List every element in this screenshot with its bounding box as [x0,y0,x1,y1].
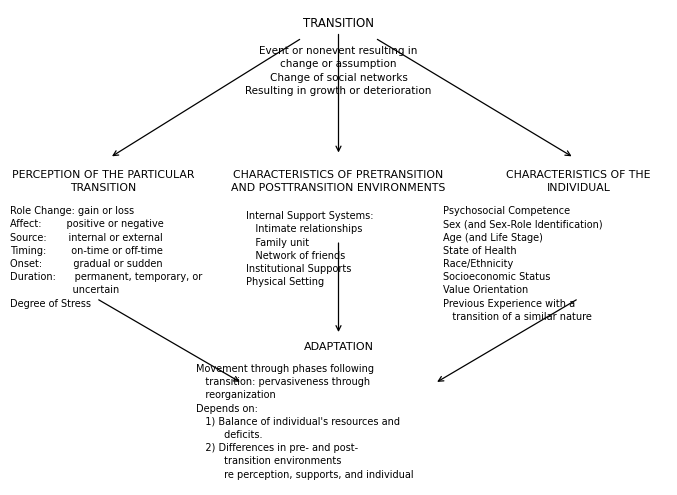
Text: Movement through phases following
   transition: pervasiveness through
   reorga: Movement through phases following transi… [196,364,414,480]
Text: PERCEPTION OF THE PARTICULAR
TRANSITION: PERCEPTION OF THE PARTICULAR TRANSITION [12,170,194,193]
Text: CHARACTERISTICS OF PRETRANSITION
AND POSTTRANSITION ENVIRONMENTS: CHARACTERISTICS OF PRETRANSITION AND POS… [232,170,445,193]
Text: ADAPTATION: ADAPTATION [303,342,374,352]
Text: Psychosocial Competence
Sex (and Sex-Role Identification)
Age (and Life Stage)
S: Psychosocial Competence Sex (and Sex-Rol… [443,206,603,322]
Text: CHARACTERISTICS OF THE
INDIVIDUAL: CHARACTERISTICS OF THE INDIVIDUAL [506,170,651,193]
Text: Internal Support Systems:
   Intimate relationships
   Family unit
   Network of: Internal Support Systems: Intimate relat… [246,211,373,287]
Text: TRANSITION: TRANSITION [303,17,374,30]
Text: Event or nonevent resulting in
change or assumption
Change of social networks
Re: Event or nonevent resulting in change or… [245,46,432,96]
Text: Role Change: gain or loss
Affect:        positive or negative
Source:       inte: Role Change: gain or loss Affect: positi… [10,206,202,309]
